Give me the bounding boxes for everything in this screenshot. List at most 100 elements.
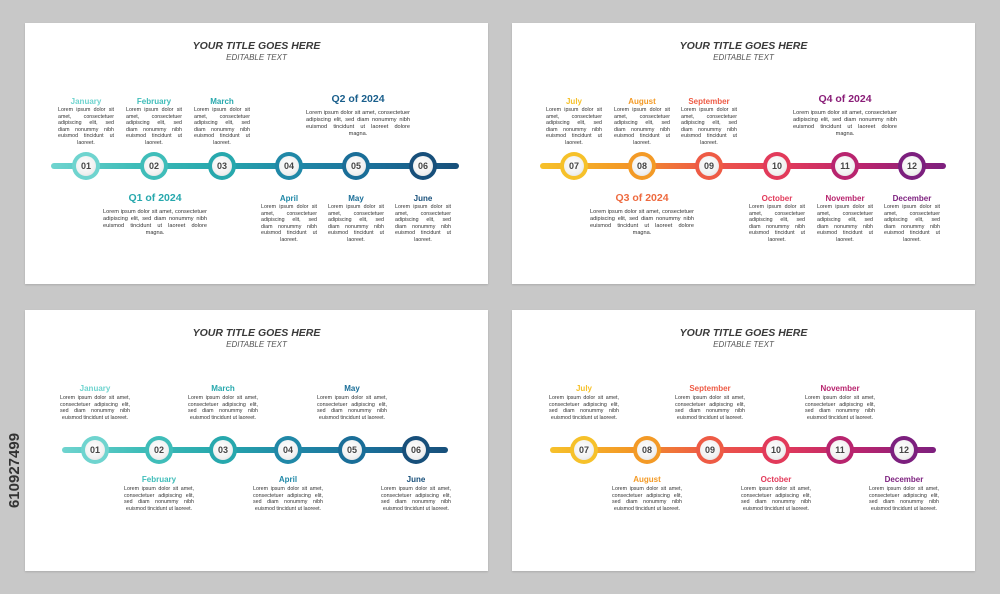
- month-label: June: [406, 475, 426, 484]
- timeline-line: [550, 447, 936, 453]
- month-label: April: [278, 475, 298, 484]
- slide-title: YOUR TITLE GOES HERE: [192, 40, 321, 52]
- timeline-slide-3: YOUR TITLE GOES HERE EDITABLE TEXT 01 Janua…: [25, 310, 488, 571]
- timeline-node: 08: [628, 152, 656, 180]
- month-description: Lorem ipsum dolor sit amet, consectetuer…: [546, 107, 602, 146]
- node-number: 05: [346, 156, 366, 176]
- node-number: 09: [699, 156, 719, 176]
- month-label: February: [141, 475, 177, 484]
- slide-subtitle: EDITABLE TEXT: [713, 340, 774, 349]
- node-number: 12: [894, 440, 914, 460]
- month-description: Lorem ipsum dolor sit amet, consectetuer…: [614, 107, 670, 146]
- timeline-line: [51, 163, 459, 169]
- timeline-slide-1: YOUR TITLE GOES HERE EDITABLE TEXT 01 Janua…: [25, 23, 488, 284]
- node-number: 08: [637, 440, 657, 460]
- month-label: October: [761, 194, 793, 203]
- month-description: Lorem ipsum dolor sit amet, consectetuer…: [675, 395, 745, 421]
- timeline-node: 05: [338, 436, 366, 464]
- slide-title: YOUR TITLE GOES HERE: [192, 327, 321, 339]
- month-description: Lorem ipsum dolor sit amet, consectetuer…: [805, 395, 875, 421]
- node-number: 05: [342, 440, 362, 460]
- node-number: 01: [76, 156, 96, 176]
- node-number: 06: [406, 440, 426, 460]
- timeline-node: 08: [633, 436, 661, 464]
- month-label: November: [825, 194, 865, 203]
- month-description: Lorem ipsum dolor sit amet, consectetuer…: [549, 395, 619, 421]
- timeline-node: 10: [762, 436, 790, 464]
- node-number: 08: [632, 156, 652, 176]
- quarter-description: Lorem ipsum dolor sit amet, consectetuer…: [103, 209, 207, 236]
- timeline-node: 07: [560, 152, 588, 180]
- node-number: 02: [149, 440, 169, 460]
- timeline-node: 05: [342, 152, 370, 180]
- month-description: Lorem ipsum dolor sit amet, consectetuer…: [884, 204, 940, 243]
- quarter-description: Lorem ipsum dolor sit amet, consectetuer…: [590, 209, 694, 236]
- month-description: Lorem ipsum dolor sit amet, consectetuer…: [869, 486, 939, 512]
- timeline-line: [62, 447, 448, 453]
- timeline-node: 03: [209, 436, 237, 464]
- timeline-node: 09: [695, 152, 723, 180]
- slide-title: YOUR TITLE GOES HERE: [679, 40, 808, 52]
- node-number: 07: [564, 156, 584, 176]
- month-description: Lorem ipsum dolor sit amet, consectetuer…: [395, 204, 451, 243]
- month-description: Lorem ipsum dolor sit amet, consectetuer…: [126, 107, 182, 146]
- slide-subtitle: EDITABLE TEXT: [226, 340, 287, 349]
- month-label: November: [820, 384, 860, 393]
- node-number: 09: [700, 440, 720, 460]
- timeline-node: 07: [570, 436, 598, 464]
- month-label: September: [688, 97, 730, 106]
- month-description: Lorem ipsum dolor sit amet, consectetuer…: [317, 395, 387, 421]
- timeline-node: 06: [409, 152, 437, 180]
- timeline-node: 03: [208, 152, 236, 180]
- node-number: 10: [767, 156, 787, 176]
- month-label: December: [892, 194, 932, 203]
- month-description: Lorem ipsum dolor sit amet, consectetuer…: [741, 486, 811, 512]
- quarter-description: Lorem ipsum dolor sit amet, consectetuer…: [793, 110, 897, 137]
- timeline-node: 04: [275, 152, 303, 180]
- timeline-node: 09: [696, 436, 724, 464]
- month-label: April: [279, 194, 299, 203]
- quarter-heading: Q1 of 2024: [128, 192, 182, 204]
- month-label: September: [689, 384, 731, 393]
- month-label: March: [210, 97, 234, 106]
- month-description: Lorem ipsum dolor sit amet, consectetuer…: [194, 107, 250, 146]
- quarter-heading: Q4 of 2024: [818, 93, 872, 105]
- node-number: 11: [830, 440, 850, 460]
- month-description: Lorem ipsum dolor sit amet, consectetuer…: [58, 107, 114, 146]
- month-description: Lorem ipsum dolor sit amet, consectetuer…: [261, 204, 317, 243]
- node-number: 10: [766, 440, 786, 460]
- node-number: 12: [902, 156, 922, 176]
- month-description: Lorem ipsum dolor sit amet, consectetuer…: [328, 204, 384, 243]
- timeline-node: 12: [890, 436, 918, 464]
- slide-title: YOUR TITLE GOES HERE: [679, 327, 808, 339]
- quarter-heading: Q3 of 2024: [615, 192, 669, 204]
- month-label: January: [70, 97, 102, 106]
- month-description: Lorem ipsum dolor sit amet, consectetuer…: [124, 486, 194, 512]
- month-label: August: [633, 475, 661, 484]
- node-number: 01: [85, 440, 105, 460]
- timeline-node: 11: [826, 436, 854, 464]
- node-number: 03: [213, 440, 233, 460]
- month-label: June: [413, 194, 433, 203]
- slide-subtitle: EDITABLE TEXT: [713, 53, 774, 62]
- quarter-heading: Q2 of 2024: [331, 93, 385, 105]
- month-label: August: [628, 97, 656, 106]
- quarter-description: Lorem ipsum dolor sit amet, consectetuer…: [306, 110, 410, 137]
- timeline-line: [540, 163, 946, 169]
- node-number: 06: [413, 156, 433, 176]
- month-label: July: [565, 97, 582, 106]
- month-label: January: [79, 384, 111, 393]
- timeline-node: 12: [898, 152, 926, 180]
- node-number: 07: [574, 440, 594, 460]
- timeline-node: 01: [81, 436, 109, 464]
- month-label: February: [136, 97, 172, 106]
- slide-subtitle: EDITABLE TEXT: [226, 53, 287, 62]
- node-number: 04: [278, 440, 298, 460]
- month-description: Lorem ipsum dolor sit amet, consectetuer…: [817, 204, 873, 243]
- timeline-node: 04: [274, 436, 302, 464]
- node-number: 03: [212, 156, 232, 176]
- month-label: October: [760, 475, 792, 484]
- month-description: Lorem ipsum dolor sit amet, consectetuer…: [253, 486, 323, 512]
- timeline-slide-2: YOUR TITLE GOES HERE EDITABLE TEXT 07 July L…: [512, 23, 975, 284]
- timeline-slide-4: YOUR TITLE GOES HERE EDITABLE TEXT 07 July L…: [512, 310, 975, 571]
